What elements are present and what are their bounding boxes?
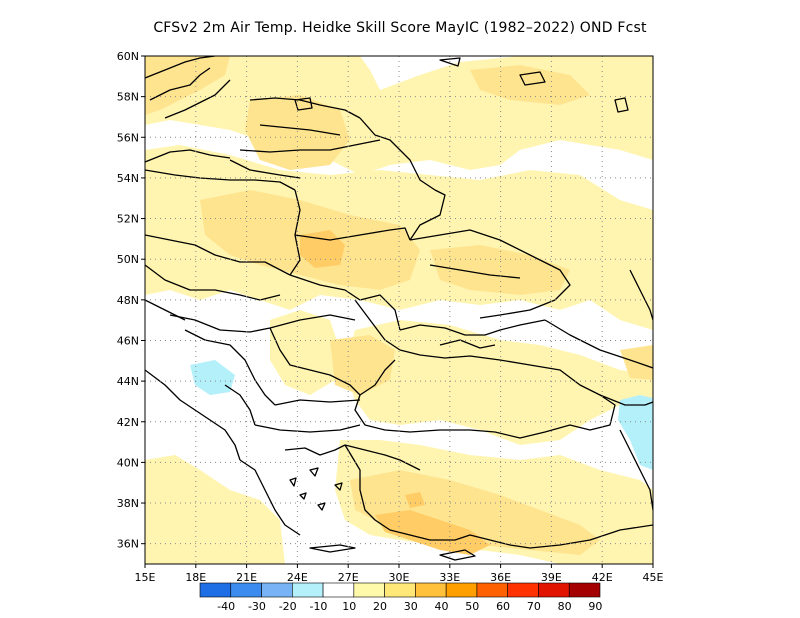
colorbar-label: -30 bbox=[248, 600, 266, 613]
y-tick-label: 40N bbox=[117, 456, 139, 469]
map-title: CFSv2 2m Air Temp. Heidke Skill Score Ma… bbox=[153, 20, 647, 36]
x-tick-label: 15E bbox=[135, 571, 156, 584]
x-axis: 15E 18E 21E 24E 27E 30E 33E 36E 39E 42E 45E bbox=[135, 564, 664, 584]
colorbar-label: 80 bbox=[558, 600, 572, 613]
colorbar-swatch bbox=[261, 582, 293, 598]
y-tick-label: 36N bbox=[117, 538, 139, 551]
y-tick-label: 44N bbox=[117, 375, 139, 388]
colorbar-swatch bbox=[230, 582, 262, 598]
colorbar-label: 90 bbox=[588, 600, 602, 613]
country-borders bbox=[145, 56, 653, 561]
y-tick-label: 54N bbox=[117, 172, 139, 185]
colorbar-swatch bbox=[322, 582, 355, 598]
y-tick-label: 48N bbox=[117, 294, 139, 307]
x-tick-label: 33E bbox=[439, 571, 460, 584]
y-axis: 36N 38N 40N 42N 44N 46N 48N 50N 52N 54N 56N 58N 60N bbox=[117, 50, 145, 551]
colorbar-label: 20 bbox=[373, 600, 387, 613]
x-tick-label: 39E bbox=[541, 571, 562, 584]
colorbar-label: -40 bbox=[217, 600, 235, 613]
y-tick-label: 58N bbox=[117, 91, 139, 104]
colorbar-label: 40 bbox=[435, 600, 449, 613]
colorbar-swatch bbox=[538, 582, 570, 598]
x-tick-label: 30E bbox=[389, 571, 410, 584]
shade-neg-adriatic bbox=[190, 360, 235, 395]
y-tick-label: 38N bbox=[117, 497, 139, 510]
colorbar-swatch bbox=[568, 582, 601, 598]
y-tick-label: 50N bbox=[117, 253, 139, 266]
colorbar: -40 -30 -20 -10 10 20 30 40 50 60 70 80 90 bbox=[199, 582, 602, 613]
y-tick-label: 60N bbox=[117, 50, 139, 63]
x-tick-label: 21E bbox=[236, 571, 257, 584]
x-tick-label: 18E bbox=[185, 571, 206, 584]
colorbar-swatch bbox=[292, 582, 324, 598]
colorbar-swatch bbox=[476, 582, 508, 598]
y-tick-label: 42N bbox=[117, 416, 139, 429]
colorbar-label: 30 bbox=[404, 600, 418, 613]
colorbar-label: -20 bbox=[279, 600, 297, 613]
y-tick-label: 52N bbox=[117, 213, 139, 226]
colorbar-swatch bbox=[445, 582, 478, 598]
x-tick-label: 45E bbox=[643, 571, 664, 584]
y-tick-label: 56N bbox=[117, 131, 139, 144]
shade-20-baltic bbox=[245, 95, 350, 170]
colorbar-label: 60 bbox=[496, 600, 510, 613]
shade-30-aegean bbox=[405, 492, 425, 508]
y-tick-label: 46N bbox=[117, 334, 139, 347]
colorbar-swatch bbox=[199, 582, 232, 598]
x-tick-label: 36E bbox=[490, 571, 511, 584]
colorbar-swatch bbox=[384, 582, 416, 598]
shade-10-west-balkan bbox=[145, 455, 285, 564]
colorbar-swatch bbox=[353, 582, 385, 598]
shade-neg-caucasus bbox=[618, 395, 653, 470]
shade-10-black-sea bbox=[345, 320, 653, 445]
colorbar-label: 10 bbox=[342, 600, 356, 613]
x-tick-label: 27E bbox=[338, 571, 359, 584]
shade-20-east-north bbox=[470, 65, 590, 105]
x-tick-label: 24E bbox=[287, 571, 308, 584]
shade-20-turkey bbox=[350, 470, 600, 555]
shade-30-turkey-south bbox=[375, 510, 490, 555]
x-tick-label: 42E bbox=[592, 571, 613, 584]
colorbar-swatch bbox=[507, 582, 539, 598]
colorbar-label: 50 bbox=[465, 600, 479, 613]
colorbar-label: 70 bbox=[527, 600, 541, 613]
colorbar-swatch bbox=[415, 582, 447, 598]
colorbar-label: -10 bbox=[309, 600, 327, 613]
